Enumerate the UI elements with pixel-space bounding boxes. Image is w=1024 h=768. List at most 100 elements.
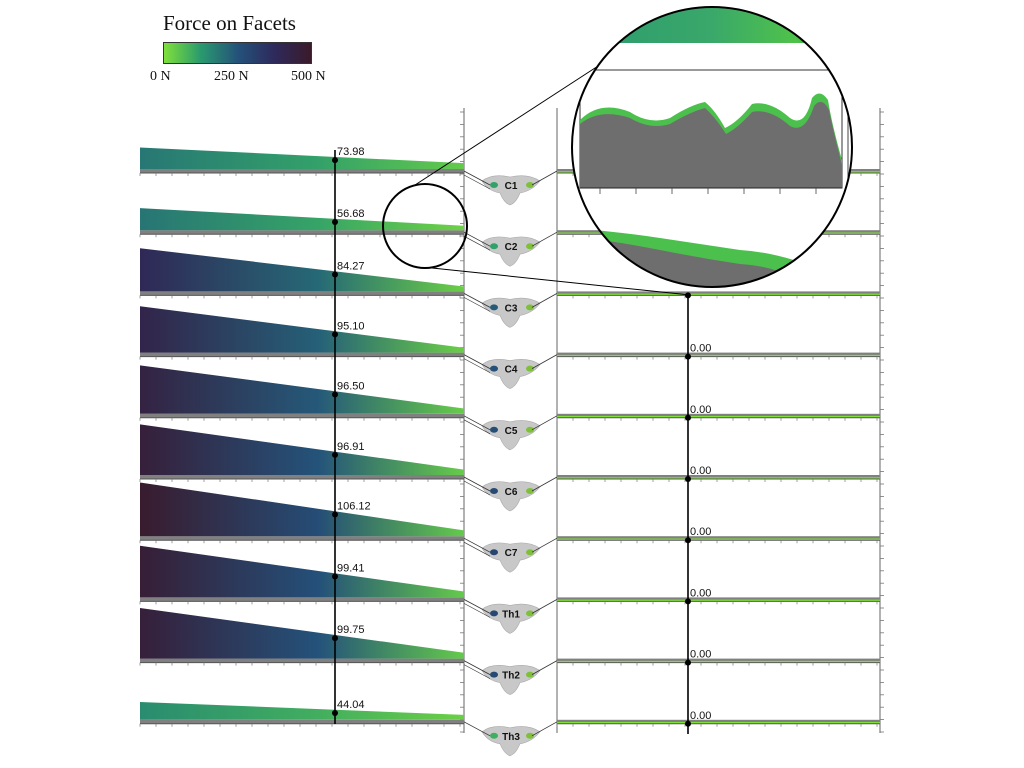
connector-left-Th2	[463, 660, 491, 675]
right-marker-value-Th1: 0.00	[690, 587, 711, 599]
connector-left-C3	[463, 293, 491, 308]
right-force-base-Th2	[557, 658, 880, 662]
left-force-base-C7	[140, 536, 464, 541]
connector-left-C4	[463, 354, 491, 369]
facet-left-C5	[490, 426, 498, 433]
connector-upper-left	[463, 603, 491, 618]
connector-right-C2	[531, 231, 558, 247]
left-marker-value-C2: 56.68	[337, 208, 365, 220]
connector-left-C6	[463, 476, 491, 492]
left-marker-value-Th3: 44.04	[337, 699, 365, 711]
facet-right-C2	[526, 243, 534, 250]
connector-right-C4	[531, 354, 558, 369]
colorbar	[163, 42, 312, 64]
connector-right-C7	[531, 537, 558, 553]
facet-right-C5	[526, 426, 534, 433]
left-marker-value-C4: 95.10	[337, 320, 365, 332]
left-force-base-C1	[140, 169, 464, 173]
connector-upper-left	[463, 297, 491, 312]
vertebra-label-Th3: Th3	[502, 732, 520, 743]
right-force-base-Th3	[557, 719, 880, 723]
connector-right-C3	[531, 293, 558, 308]
legend-title: Force on Facets	[163, 11, 296, 35]
left-marker-value-Th2: 99.75	[337, 624, 365, 636]
left-marker-value-Th1: 99.41	[337, 563, 365, 575]
zoom-connector-bottom	[431, 267, 691, 296]
facet-right-C3	[526, 304, 534, 311]
facet-left-C1	[490, 182, 498, 188]
vertebra-label-C5: C5	[505, 426, 518, 437]
left-marker-value-C3: 84.27	[337, 260, 365, 272]
connector-left-Th1	[463, 599, 491, 614]
connector-right-C6	[531, 476, 558, 492]
right-marker-value-C6: 0.00	[690, 465, 711, 477]
connector-left-C7	[463, 537, 491, 553]
legend-tick-max: 500 N	[291, 69, 326, 84]
connector-upper-left	[463, 419, 491, 435]
facet-left-Th1	[490, 610, 498, 617]
facet-right-C7	[526, 549, 534, 556]
legend-tick-min: 0 N	[150, 69, 171, 84]
left-force-base-C5	[140, 413, 464, 418]
left-force-base-C2	[140, 230, 464, 235]
vertebra-label-C1: C1	[505, 181, 518, 192]
inset-top-band	[572, 7, 852, 43]
facet-right-C4	[526, 365, 534, 372]
left-force-area-C6	[140, 424, 464, 475]
left-marker-value-C1: 73.98	[337, 146, 365, 158]
connector-right-Th2	[531, 660, 558, 675]
left-force-area-C2	[140, 208, 464, 231]
right-force-base-C3	[557, 291, 880, 295]
facet-right-C6	[526, 488, 534, 494]
right-force-base-C5	[557, 413, 880, 417]
vertebra-label-C7: C7	[505, 548, 518, 559]
facet-right-Th1	[526, 610, 534, 617]
right-force-base-C7	[557, 536, 880, 540]
zoom-inset	[572, 7, 852, 287]
left-force-base-Th2	[140, 658, 464, 663]
left-force-area-C7	[140, 482, 464, 537]
zoom-source-circle	[382, 183, 468, 269]
right-marker-value-C7: 0.00	[690, 526, 711, 538]
zoom-inset-frame	[571, 6, 853, 288]
facet-right-C1	[526, 182, 534, 188]
connector-left-C5	[463, 415, 491, 431]
facet-right-Th2	[526, 671, 534, 678]
connector-upper-left	[463, 664, 491, 679]
left-force-base-Th1	[140, 597, 464, 602]
facet-left-C7	[490, 549, 498, 556]
left-force-area-C1	[140, 147, 464, 169]
left-force-base-C6	[140, 475, 464, 479]
facet-left-C4	[490, 365, 498, 372]
zoom-connector-top	[414, 54, 616, 186]
connector-upper-left	[463, 235, 491, 251]
facet-right-Th3	[526, 732, 534, 739]
vertebra-label-Th1: Th1	[502, 609, 520, 620]
connector-left-C1	[463, 170, 491, 186]
left-force-area-C3	[140, 248, 464, 292]
left-force-area-C4	[140, 306, 464, 353]
vertebra-label-C6: C6	[505, 487, 518, 498]
vertebra-label-Th2: Th2	[502, 671, 520, 682]
left-force-area-Th3	[140, 701, 464, 720]
connector-left-Th3	[463, 721, 491, 737]
facet-left-C2	[490, 243, 498, 250]
connector-upper-left	[463, 174, 491, 190]
vertebra-label-C3: C3	[505, 303, 518, 314]
left-force-base-C4	[140, 352, 464, 357]
connector-right-C5	[531, 415, 558, 431]
connector-right-Th1	[531, 599, 558, 614]
connector-right-Th3	[531, 721, 558, 737]
right-force-base-C6	[557, 475, 880, 478]
left-marker-value-C7: 106.12	[337, 500, 371, 512]
left-force-area-Th1	[140, 545, 464, 598]
connector-left-C2	[463, 231, 491, 247]
left-marker-value-C5: 96.50	[337, 380, 365, 392]
legend-tick-mid: 250 N	[214, 69, 249, 84]
right-marker-value-C5: 0.00	[690, 404, 711, 416]
left-force-base-Th3	[140, 719, 464, 724]
vertebra-label-C2: C2	[505, 242, 518, 253]
right-marker-value-Th2: 0.00	[690, 649, 711, 661]
left-force-area-Th2	[140, 608, 464, 659]
